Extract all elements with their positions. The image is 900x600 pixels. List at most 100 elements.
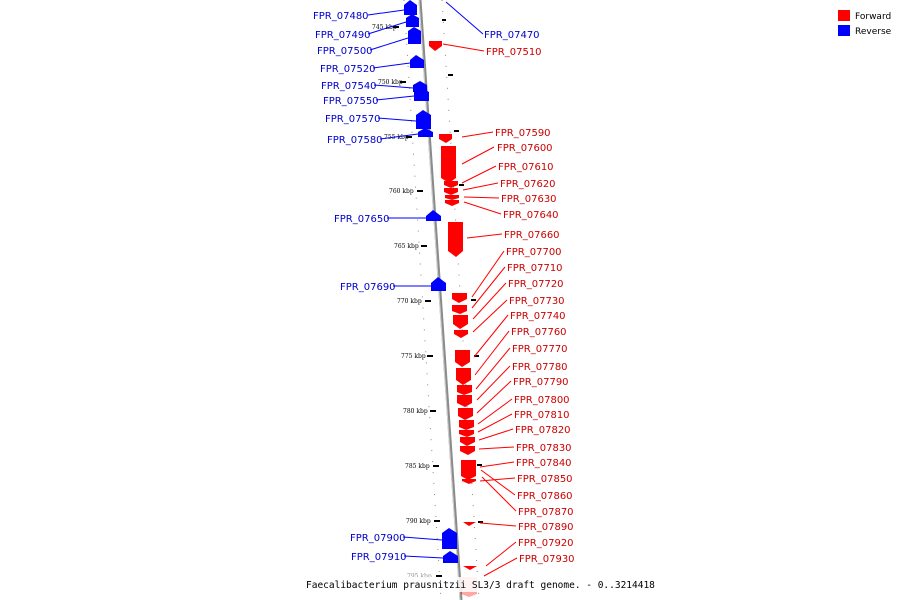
- caption-background: [300, 577, 600, 592]
- gene-label-reverse[interactable]: FPR_07520: [320, 64, 376, 75]
- connector-line: [442, 43, 485, 52]
- gene-label-forward[interactable]: FPR_07780: [512, 362, 568, 373]
- connector-line: [462, 182, 499, 191]
- gene-label-forward[interactable]: FPR_07660: [504, 230, 560, 241]
- connector-line: [480, 469, 516, 496]
- gene-label-forward[interactable]: FPR_07760: [511, 327, 567, 338]
- gene-label-reverse[interactable]: FPR_07500: [317, 46, 373, 57]
- gene-label-forward[interactable]: FPR_07920: [518, 538, 574, 549]
- gene-label-forward[interactable]: FPR_07510: [486, 47, 542, 58]
- connector-line: [461, 165, 497, 184]
- gene-label-forward[interactable]: FPR_07890: [518, 522, 574, 533]
- connector-line: [483, 557, 518, 577]
- gene-arrow-forward[interactable]: [448, 222, 463, 257]
- gene-label-forward[interactable]: FPR_07770: [512, 344, 568, 355]
- gene-arrow-reverse[interactable]: [418, 128, 433, 137]
- legend-swatch-reverse: [838, 25, 850, 36]
- gene-label-forward[interactable]: FPR_07790: [513, 377, 569, 388]
- gene-arrow-forward[interactable]: [445, 195, 459, 200]
- gene-arrow-forward[interactable]: [429, 41, 442, 51]
- gene-label-forward[interactable]: FPR_07820: [515, 425, 571, 436]
- gene-arrow-reverse[interactable]: [442, 528, 457, 549]
- gene-arrow-forward[interactable]: [444, 181, 458, 188]
- gene-arrow-forward[interactable]: [439, 134, 452, 143]
- gene-label-forward[interactable]: FPR_07710: [507, 263, 563, 274]
- gene-arrow-forward[interactable]: [453, 315, 468, 329]
- gene-arrow-forward[interactable]: [460, 437, 475, 446]
- connector-line: [475, 347, 511, 390]
- gene-arrow-reverse[interactable]: [443, 551, 458, 563]
- gene-arrow-reverse[interactable]: [414, 88, 429, 101]
- gene-arrow-forward[interactable]: [452, 293, 467, 303]
- forward-gene-track: [429, 41, 477, 597]
- gene-label-reverse[interactable]: FPR_07550: [323, 96, 379, 107]
- scale-label: 775 kbp: [401, 353, 426, 360]
- gene-label-forward[interactable]: FPR_07850: [517, 474, 573, 485]
- gene-arrow-forward[interactable]: [459, 430, 474, 437]
- gene-label-forward[interactable]: FPR_07600: [497, 143, 553, 154]
- gene-arrow-forward[interactable]: [455, 350, 470, 367]
- gene-arrow-forward[interactable]: [456, 368, 471, 385]
- gene-label-reverse[interactable]: FPR_07480: [313, 11, 369, 22]
- gene-label-forward[interactable]: FPR_07730: [509, 296, 565, 307]
- legend-swatch-forward: [838, 10, 850, 21]
- gene-label-forward[interactable]: FPR_07860: [517, 491, 573, 502]
- gene-label-reverse[interactable]: FPR_07650: [334, 214, 390, 225]
- gene-arrow-forward[interactable]: [444, 188, 458, 195]
- gene-label-forward[interactable]: FPR_07630: [501, 194, 557, 205]
- gene-label-forward[interactable]: FPR_07720: [508, 279, 564, 290]
- gene-label-reverse[interactable]: FPR_07540: [321, 81, 377, 92]
- gene-label-reverse[interactable]: FPR_07490: [315, 30, 371, 41]
- gene-arrow-reverse[interactable]: [431, 277, 446, 291]
- gene-label-forward[interactable]: FPR_07640: [503, 210, 559, 221]
- scale-label: 755 kbp: [384, 134, 409, 141]
- gene-arrow-forward[interactable]: [457, 395, 472, 407]
- gene-arrow-reverse[interactable]: [408, 27, 421, 44]
- connector-line: [373, 84, 414, 89]
- gene-arrow-forward[interactable]: [459, 420, 474, 430]
- gene-label-reverse[interactable]: FPR_07570: [325, 114, 381, 125]
- connector-line: [477, 413, 513, 433]
- gene-label-forward[interactable]: FPR_07610: [498, 162, 554, 173]
- gene-arrow-forward[interactable]: [445, 200, 459, 206]
- gene-label-forward[interactable]: FPR_07800: [514, 395, 570, 406]
- gene-label-reverse[interactable]: FPR_07580: [327, 135, 383, 146]
- gene-label-forward[interactable]: FPR_07590: [495, 128, 551, 139]
- gene-arrow-reverse[interactable]: [404, 0, 417, 15]
- gene-label-forward[interactable]: FPR_07870: [518, 507, 574, 518]
- gene-arrow-forward[interactable]: [454, 330, 468, 338]
- gene-arrow-reverse[interactable]: [406, 14, 419, 27]
- gene-arrow-reverse[interactable]: [426, 210, 441, 221]
- genome-caption: Faecalibacterium prausnitzii SL3/3 draft…: [306, 580, 655, 591]
- gene-arrow-forward[interactable]: [458, 408, 473, 420]
- gene-label-forward[interactable]: FPR_07930: [519, 554, 575, 565]
- gene-label-forward[interactable]: FPR_07700: [506, 247, 562, 258]
- connector-line: [473, 314, 509, 358]
- connector-line: [367, 21, 407, 35]
- gene-label-forward[interactable]: FPR_07810: [514, 410, 570, 421]
- gene-label-forward[interactable]: FPR_07740: [510, 311, 566, 322]
- gene-arrow-reverse[interactable]: [410, 55, 424, 68]
- gene-label-reverse[interactable]: FPR_07690: [340, 282, 396, 293]
- gene-arrow-forward[interactable]: [461, 460, 476, 480]
- gene-arrow-forward[interactable]: [463, 522, 476, 526]
- connector-line: [474, 330, 510, 376]
- connector-line: [369, 37, 409, 51]
- gene-label-reverse[interactable]: FPR_07900: [350, 533, 406, 544]
- gene-arrow-forward[interactable]: [457, 385, 472, 395]
- gene-label-reverse[interactable]: FPR_07910: [351, 552, 407, 563]
- gene-label-reverse[interactable]: FPR_07470: [484, 30, 540, 41]
- connector-line: [477, 398, 513, 425]
- gene-arrow-forward[interactable]: [441, 146, 456, 183]
- gene-label-forward[interactable]: FPR_07830: [516, 443, 572, 454]
- connector-line: [367, 9, 405, 16]
- gene-arrow-reverse[interactable]: [416, 110, 431, 129]
- scale-label: 745 kbp: [372, 24, 397, 31]
- gene-arrow-forward[interactable]: [462, 479, 476, 484]
- gene-arrow-forward[interactable]: [460, 446, 475, 455]
- gene-label-forward[interactable]: FPR_07620: [500, 179, 556, 190]
- gene-arrow-forward[interactable]: [463, 566, 477, 570]
- gene-label-forward[interactable]: FPR_07840: [516, 458, 572, 469]
- gene-arrow-forward[interactable]: [452, 305, 467, 314]
- scale-label: 760 kbp: [389, 188, 414, 195]
